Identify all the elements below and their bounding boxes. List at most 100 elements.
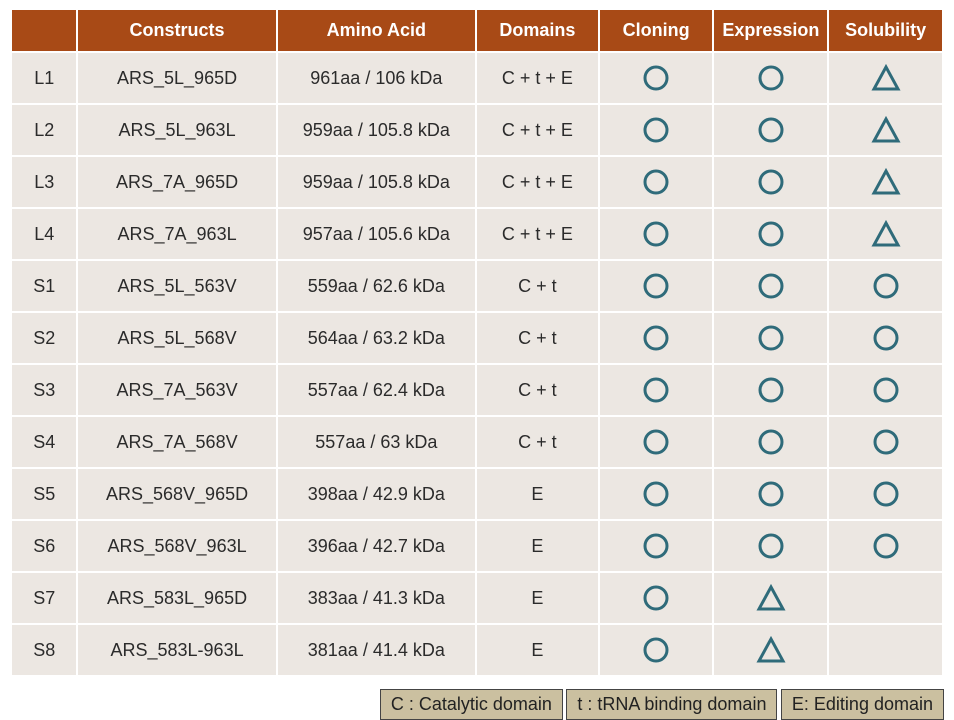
- row-construct: ARS_583L_965D: [78, 573, 275, 623]
- row-id: S2: [12, 313, 76, 363]
- circle-icon: [756, 427, 786, 457]
- row-expression: [714, 313, 827, 363]
- circle-icon: [871, 427, 901, 457]
- circle-icon: [641, 271, 671, 301]
- triangle-icon: [870, 167, 902, 197]
- table-row: S3ARS_7A_563V557aa / 62.4 kDaC + t: [12, 365, 942, 415]
- col-header-id: [12, 10, 76, 51]
- row-expression: [714, 209, 827, 259]
- row-construct: ARS_5L_568V: [78, 313, 275, 363]
- row-aa: 959aa / 105.8 kDa: [278, 105, 475, 155]
- row-aa: 957aa / 105.6 kDa: [278, 209, 475, 259]
- row-id: S3: [12, 365, 76, 415]
- row-expression: [714, 157, 827, 207]
- row-cloning: [600, 105, 713, 155]
- row-construct: ARS_568V_965D: [78, 469, 275, 519]
- row-expression: [714, 365, 827, 415]
- row-construct: ARS_7A_963L: [78, 209, 275, 259]
- circle-icon: [641, 323, 671, 353]
- triangle-icon: [870, 219, 902, 249]
- col-header-solubility: Solubility: [829, 10, 942, 51]
- row-id: L4: [12, 209, 76, 259]
- row-construct: ARS_583L-963L: [78, 625, 275, 675]
- col-header-cloning: Cloning: [600, 10, 713, 51]
- table-row: S7ARS_583L_965D383aa / 41.3 kDaE: [12, 573, 942, 623]
- constructs-table: Constructs Amino Acid Domains Cloning Ex…: [10, 8, 944, 677]
- col-header-amino-acid: Amino Acid: [278, 10, 475, 51]
- row-solubility: [829, 157, 942, 207]
- row-domains: E: [477, 625, 598, 675]
- circle-icon: [641, 115, 671, 145]
- table-row: S6ARS_568V_963L396aa / 42.7 kDaE: [12, 521, 942, 571]
- circle-icon: [641, 583, 671, 613]
- row-cloning: [600, 521, 713, 571]
- circle-icon: [871, 531, 901, 561]
- circle-icon: [641, 375, 671, 405]
- row-solubility: [829, 625, 942, 675]
- row-cloning: [600, 365, 713, 415]
- circle-icon: [641, 167, 671, 197]
- row-domains: C + t + E: [477, 105, 598, 155]
- table-row: S2ARS_5L_568V564aa / 63.2 kDaC + t: [12, 313, 942, 363]
- table-row: L4ARS_7A_963L957aa / 105.6 kDaC + t + E: [12, 209, 942, 259]
- table-row: L1ARS_5L_965D961aa / 106 kDaC + t + E: [12, 53, 942, 103]
- circle-icon: [641, 635, 671, 665]
- triangle-icon: [870, 115, 902, 145]
- table-row: L2ARS_5L_963L959aa / 105.8 kDaC + t + E: [12, 105, 942, 155]
- circle-icon: [641, 219, 671, 249]
- circle-icon: [756, 63, 786, 93]
- row-id: L1: [12, 53, 76, 103]
- row-expression: [714, 417, 827, 467]
- row-id: S1: [12, 261, 76, 311]
- circle-icon: [756, 115, 786, 145]
- row-id: S7: [12, 573, 76, 623]
- row-cloning: [600, 573, 713, 623]
- circle-icon: [641, 427, 671, 457]
- table-header-row: Constructs Amino Acid Domains Cloning Ex…: [12, 10, 942, 51]
- circle-icon: [871, 479, 901, 509]
- row-solubility: [829, 521, 942, 571]
- row-construct: ARS_5L_563V: [78, 261, 275, 311]
- row-id: S4: [12, 417, 76, 467]
- table-row: L3ARS_7A_965D959aa / 105.8 kDaC + t + E: [12, 157, 942, 207]
- row-cloning: [600, 209, 713, 259]
- circle-icon: [871, 323, 901, 353]
- row-cloning: [600, 469, 713, 519]
- col-header-domains: Domains: [477, 10, 598, 51]
- col-header-expression: Expression: [714, 10, 827, 51]
- row-aa: 557aa / 62.4 kDa: [278, 365, 475, 415]
- row-solubility: [829, 105, 942, 155]
- row-solubility: [829, 417, 942, 467]
- row-aa: 398aa / 42.9 kDa: [278, 469, 475, 519]
- row-cloning: [600, 313, 713, 363]
- row-domains: E: [477, 573, 598, 623]
- row-expression: [714, 573, 827, 623]
- row-id: S8: [12, 625, 76, 675]
- row-id: S5: [12, 469, 76, 519]
- row-domains: C + t + E: [477, 157, 598, 207]
- row-aa: 557aa / 63 kDa: [278, 417, 475, 467]
- row-solubility: [829, 53, 942, 103]
- row-id: L2: [12, 105, 76, 155]
- row-domains: C + t: [477, 417, 598, 467]
- triangle-icon: [870, 63, 902, 93]
- row-expression: [714, 105, 827, 155]
- row-aa: 564aa / 63.2 kDa: [278, 313, 475, 363]
- row-solubility: [829, 313, 942, 363]
- row-construct: ARS_7A_965D: [78, 157, 275, 207]
- table-row: S5ARS_568V_965D398aa / 42.9 kDaE: [12, 469, 942, 519]
- row-aa: 383aa / 41.3 kDa: [278, 573, 475, 623]
- row-expression: [714, 53, 827, 103]
- circle-icon: [756, 271, 786, 301]
- row-solubility: [829, 573, 942, 623]
- row-aa: 381aa / 41.4 kDa: [278, 625, 475, 675]
- row-cloning: [600, 261, 713, 311]
- circle-icon: [871, 375, 901, 405]
- row-aa: 559aa / 62.6 kDa: [278, 261, 475, 311]
- row-construct: ARS_7A_563V: [78, 365, 275, 415]
- circle-icon: [641, 63, 671, 93]
- circle-icon: [641, 531, 671, 561]
- row-solubility: [829, 469, 942, 519]
- row-cloning: [600, 417, 713, 467]
- circle-icon: [641, 479, 671, 509]
